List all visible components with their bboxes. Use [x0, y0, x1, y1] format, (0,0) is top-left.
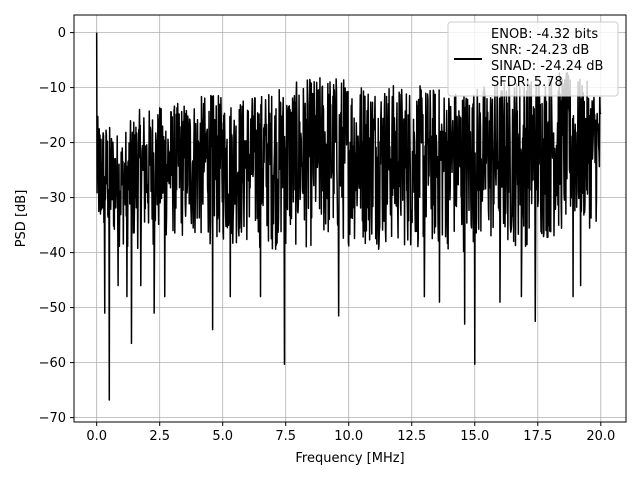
- psd-line: [95, 32, 602, 401]
- y-tick-label: −40: [39, 246, 66, 261]
- legend-sinad: SINAD: -24.24 dB: [491, 59, 603, 74]
- x-axis-label: Frequency [MHz]: [295, 451, 404, 466]
- plot-frame: [73, 14, 627, 423]
- psd-series: [95, 32, 602, 401]
- x-tick-label: 5.0: [212, 429, 233, 444]
- legend-enob: ENOB: -4.32 bits: [491, 27, 598, 42]
- x-axis-ticks: 0.0 2.5 5.0 7.5 10.0 12.5 15.0 17.5 20.0: [86, 422, 615, 444]
- x-tick-label: 10.0: [334, 429, 363, 444]
- y-tick-label: −20: [39, 136, 66, 151]
- x-tick-label: 15.0: [460, 429, 489, 444]
- y-tick-label: −60: [39, 356, 66, 371]
- x-tick-label: 7.5: [275, 429, 296, 444]
- x-tick-label: 17.5: [523, 429, 552, 444]
- y-tick-label: −50: [39, 301, 66, 316]
- legend-box: [447, 21, 619, 97]
- x-tick-label: 20.0: [586, 429, 615, 444]
- y-tick-label: 0: [58, 26, 66, 41]
- x-tick-label: 0.0: [86, 429, 107, 444]
- legend-sfdr: SFDR: 5.78: [491, 75, 563, 90]
- y-tick-label: −70: [39, 411, 66, 426]
- legend: ENOB: -4.32 bits SNR: -24.23 dB SINAD: -…: [447, 21, 619, 97]
- x-tick-label: 12.5: [397, 429, 426, 444]
- y-tick-label: −10: [39, 81, 66, 96]
- legend-snr: SNR: -24.23 dB: [491, 43, 589, 58]
- y-axis-label: PSD [dB]: [14, 190, 29, 248]
- y-axis-ticks: 0 −10 −20 −30 −40 −50 −60 −70: [39, 26, 74, 426]
- y-tick-label: −30: [39, 191, 66, 206]
- x-tick-label: 2.5: [149, 429, 170, 444]
